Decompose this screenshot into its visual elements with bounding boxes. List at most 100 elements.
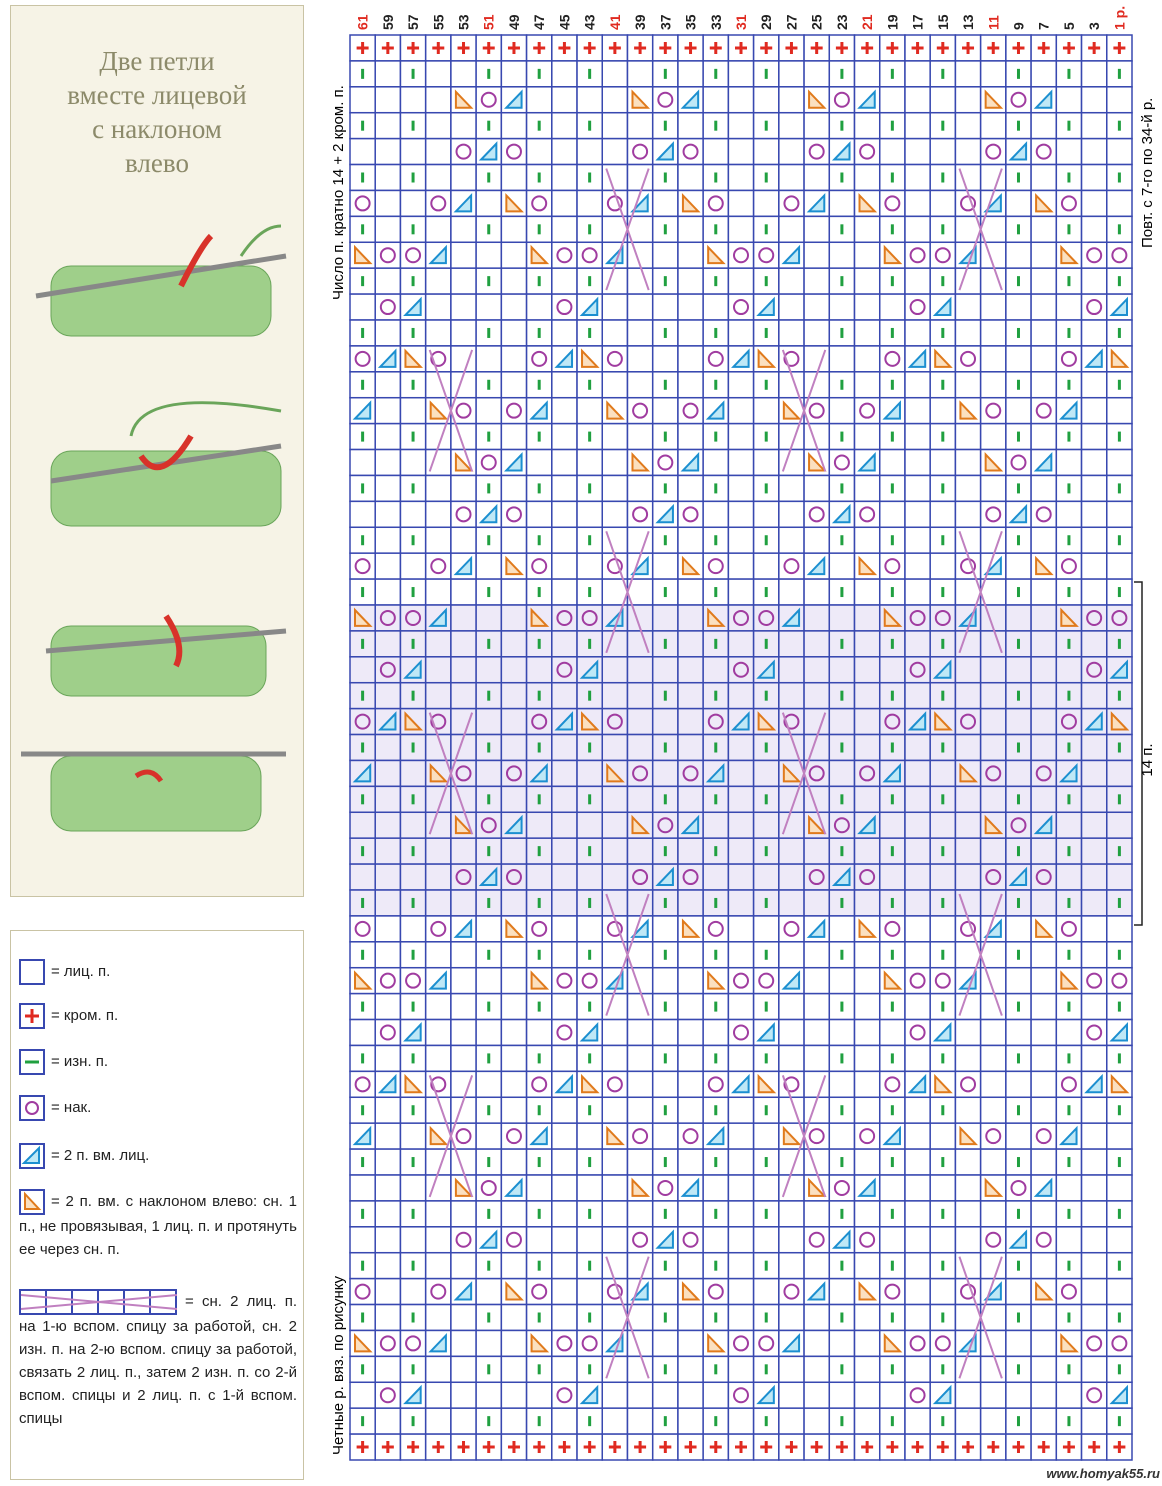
cell: [576, 189, 604, 218]
cell: [677, 1200, 704, 1228]
cell: [424, 163, 452, 192]
cell: [551, 811, 578, 839]
edge-stitch: [381, 41, 394, 54]
cell: [702, 1174, 730, 1202]
edge-stitch: [356, 1441, 369, 1454]
cell: [904, 422, 931, 451]
yarn-over: [833, 91, 850, 108]
yarn-over: [632, 1231, 649, 1248]
cell: [1030, 267, 1058, 295]
k2tog: [554, 1073, 574, 1094]
cell: [1030, 1329, 1058, 1358]
cell: [450, 60, 477, 88]
cell: [752, 1277, 780, 1306]
yarn-over: [405, 972, 422, 989]
k2tog: [1008, 141, 1028, 161]
cell: [752, 759, 780, 788]
cell: [551, 163, 578, 192]
cell: [752, 733, 780, 762]
step-4: [21, 751, 286, 832]
edge-stitch: [457, 1441, 470, 1454]
cell: [828, 189, 856, 218]
k2tog: [504, 814, 523, 835]
cell: [576, 811, 604, 839]
cell: [702, 1018, 730, 1047]
k2tog: [857, 814, 876, 835]
cell: [626, 1251, 654, 1280]
cell: [979, 1200, 1007, 1228]
edge-stitch: [659, 1441, 672, 1454]
k2tog: [1109, 296, 1128, 316]
cell: [424, 656, 452, 684]
cell: [1106, 1226, 1133, 1254]
cell: [500, 863, 528, 891]
cell: [878, 656, 906, 684]
cell: [424, 293, 452, 321]
cell: [1080, 1381, 1108, 1409]
cell: [979, 1381, 1007, 1409]
cell: [1030, 966, 1058, 995]
cell: [979, 500, 1007, 529]
cell: [651, 915, 679, 943]
cell: [374, 966, 402, 995]
cell: [450, 319, 477, 347]
cell: [904, 60, 931, 88]
cell: [1030, 941, 1058, 969]
column-label: 13: [960, 14, 976, 30]
k2tog: [579, 1022, 599, 1042]
cell: [626, 137, 654, 166]
yarn-over: [632, 765, 649, 782]
ssk: [530, 1332, 550, 1353]
cell: [702, 293, 730, 321]
cell: [1030, 889, 1058, 917]
cell: [702, 500, 730, 529]
yarn-over: [758, 972, 775, 989]
k2tog: [731, 711, 750, 731]
cell: [954, 163, 982, 192]
k2tog: [377, 1073, 397, 1094]
cell: [525, 656, 553, 684]
cell: [677, 1070, 704, 1099]
cell: [576, 1122, 604, 1150]
cell: [1030, 707, 1058, 736]
cell: [374, 1018, 402, 1047]
yarn-over: [505, 869, 522, 886]
cell: [1055, 1277, 1083, 1306]
cell: [551, 992, 578, 1021]
ssk: [354, 1332, 373, 1353]
cell: [374, 267, 402, 295]
ssk: [1110, 711, 1130, 731]
cell: [778, 137, 805, 166]
cell: [1030, 785, 1058, 814]
cell: [904, 1407, 931, 1435]
cell: [979, 863, 1007, 891]
cell: [626, 863, 654, 891]
k2tog: [857, 452, 876, 472]
ssk: [707, 1332, 726, 1353]
cell: [450, 630, 477, 658]
cell: [626, 293, 654, 321]
yarn-over: [859, 765, 876, 782]
cell: [878, 500, 906, 529]
cell: [1005, 811, 1032, 839]
yarn-over: [1086, 299, 1103, 316]
cell: [651, 656, 679, 684]
cell: [878, 1226, 906, 1254]
cell: [904, 371, 931, 399]
cell: [778, 60, 805, 88]
yarn-over: [455, 1231, 472, 1248]
cell: [399, 915, 427, 943]
edge-stitch: [1037, 1441, 1050, 1454]
cell: [374, 86, 402, 114]
yarn-over: [934, 972, 951, 989]
ssk: [429, 1125, 449, 1146]
cell: [601, 1096, 629, 1124]
cell: [878, 86, 906, 114]
yarn-over: [707, 713, 724, 730]
cell: [1055, 448, 1083, 477]
yarn-over: [556, 1387, 573, 1404]
cell: [929, 915, 957, 943]
cell: [853, 578, 881, 606]
cell: [929, 137, 957, 166]
cell: [576, 1329, 604, 1358]
